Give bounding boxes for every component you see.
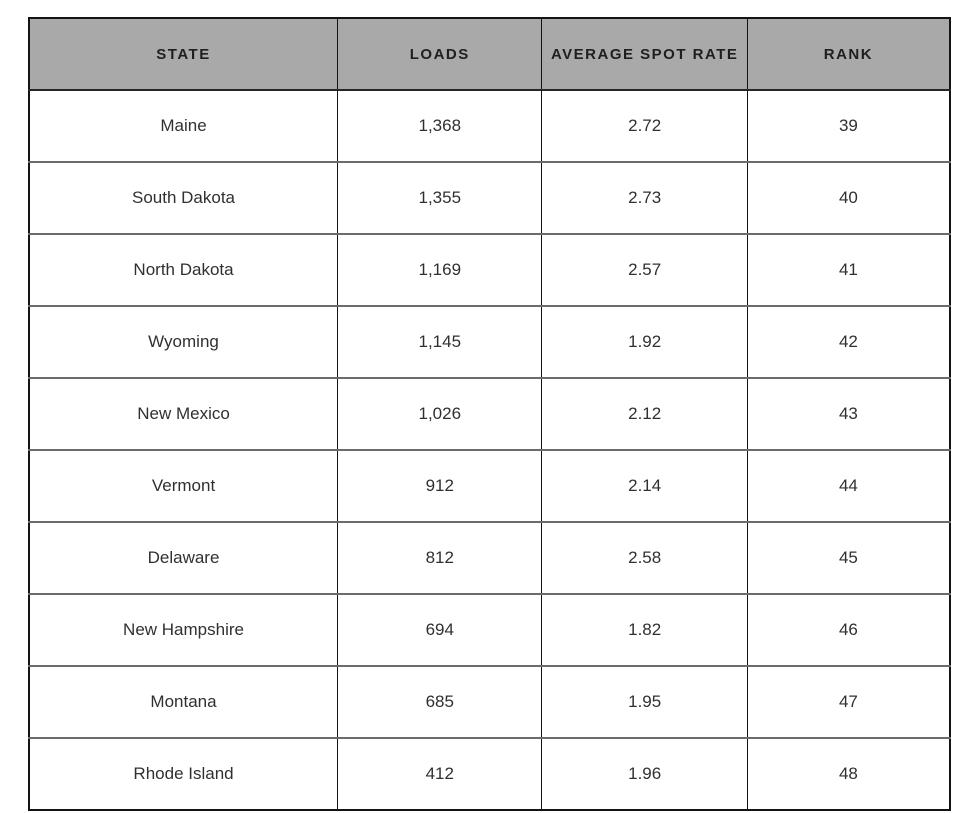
cell-loads: 912 — [337, 450, 543, 523]
cell-avg-spot-rate: 1.92 — [541, 306, 748, 379]
cell-rank: 47 — [746, 666, 951, 739]
table-row: New Mexico 1,026 2.12 43 — [28, 378, 951, 451]
cell-loads: 412 — [337, 738, 543, 811]
cell-state: New Hampshire — [28, 594, 339, 667]
cell-rank: 48 — [746, 738, 951, 811]
cell-avg-spot-rate: 2.72 — [541, 90, 748, 163]
cell-state: New Mexico — [28, 378, 339, 451]
table-row: South Dakota 1,355 2.73 40 — [28, 162, 951, 235]
cell-loads: 1,026 — [337, 378, 543, 451]
cell-avg-spot-rate: 1.96 — [541, 738, 748, 811]
cell-state: Vermont — [28, 450, 339, 523]
cell-loads: 1,355 — [337, 162, 543, 235]
cell-state: Montana — [28, 666, 339, 739]
table-row: Vermont 912 2.14 44 — [28, 450, 951, 523]
table-row: Rhode Island 412 1.96 48 — [28, 738, 951, 811]
cell-loads: 1,169 — [337, 234, 543, 307]
cell-rank: 39 — [746, 90, 951, 163]
table-row: Delaware 812 2.58 45 — [28, 522, 951, 595]
table-row: Montana 685 1.95 47 — [28, 666, 951, 739]
cell-rank: 44 — [746, 450, 951, 523]
cell-avg-spot-rate: 2.58 — [541, 522, 748, 595]
cell-avg-spot-rate: 2.12 — [541, 378, 748, 451]
cell-loads: 694 — [337, 594, 543, 667]
cell-state: Rhode Island — [28, 738, 339, 811]
cell-state: Wyoming — [28, 306, 339, 379]
cell-state: South Dakota — [28, 162, 339, 235]
cell-state: Delaware — [28, 522, 339, 595]
state-loads-table: STATE LOADS AVERAGE SPOT RATE RANK Maine… — [28, 17, 951, 811]
cell-loads: 685 — [337, 666, 543, 739]
header-cell-average-spot-rate: AVERAGE SPOT RATE — [541, 18, 748, 91]
table-row: Wyoming 1,145 1.92 42 — [28, 306, 951, 379]
header-cell-rank: RANK — [746, 18, 951, 91]
cell-rank: 41 — [746, 234, 951, 307]
header-cell-loads: LOADS — [337, 18, 543, 91]
cell-avg-spot-rate: 1.82 — [541, 594, 748, 667]
header-cell-state: STATE — [28, 18, 339, 91]
cell-rank: 43 — [746, 378, 951, 451]
cell-loads: 812 — [337, 522, 543, 595]
cell-state: North Dakota — [28, 234, 339, 307]
table-row: Maine 1,368 2.72 39 — [28, 90, 951, 163]
table-row: New Hampshire 694 1.82 46 — [28, 594, 951, 667]
table-row: North Dakota 1,169 2.57 41 — [28, 234, 951, 307]
table-body: Maine 1,368 2.72 39 South Dakota 1,355 2.73 40 N… — [28, 90, 951, 811]
cell-avg-spot-rate: 2.73 — [541, 162, 748, 235]
cell-state: Maine — [28, 90, 339, 163]
cell-rank: 45 — [746, 522, 951, 595]
cell-loads: 1,368 — [337, 90, 543, 163]
table-header-row: STATE LOADS AVERAGE SPOT RATE RANK — [28, 18, 951, 91]
state-loads-table-container: STATE LOADS AVERAGE SPOT RATE RANK Maine… — [28, 17, 951, 811]
cell-rank: 40 — [746, 162, 951, 235]
cell-rank: 46 — [746, 594, 951, 667]
cell-avg-spot-rate: 2.57 — [541, 234, 748, 307]
cell-loads: 1,145 — [337, 306, 543, 379]
cell-rank: 42 — [746, 306, 951, 379]
cell-avg-spot-rate: 1.95 — [541, 666, 748, 739]
cell-avg-spot-rate: 2.14 — [541, 450, 748, 523]
